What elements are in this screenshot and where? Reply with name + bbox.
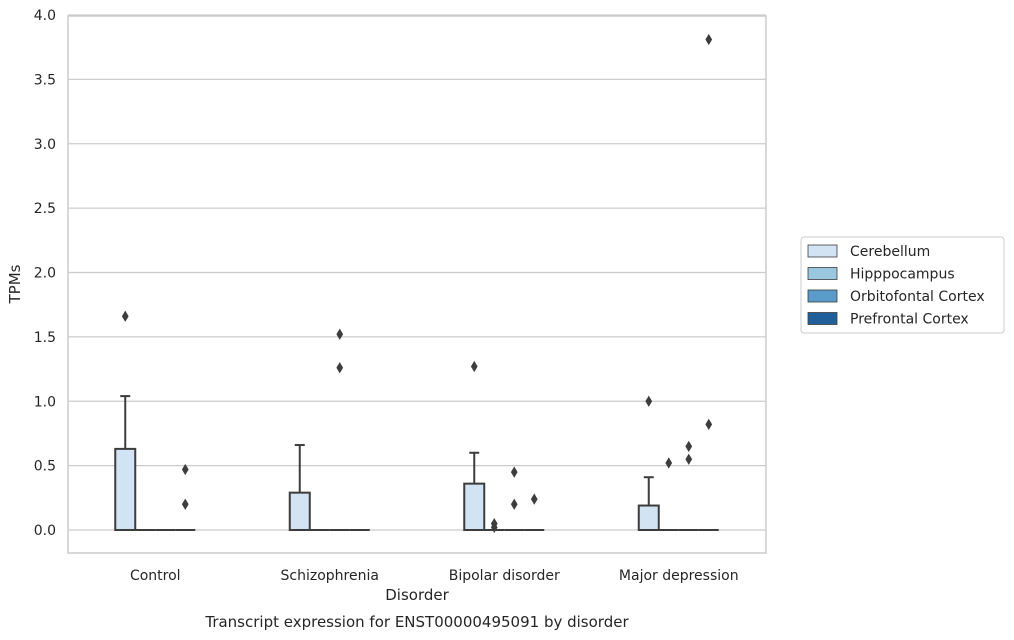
box-hipppocampus [658,457,679,531]
plot-frame [67,15,767,554]
y-tick-labels: 0.0 0.5 1.0 1.5 2.0 2.5 3.0 3.5 4.0 [34,8,56,539]
box-cerebellum [114,310,137,532]
legend-swatch [807,289,838,303]
x-tick-label: Bipolar disorder [449,568,560,584]
y-tick-label: 3.5 [34,72,56,88]
legend-item: Cerebellum [807,244,930,260]
outlier-point [510,466,518,478]
y-tick-label: 2.5 [34,201,56,217]
outlier-point [336,362,344,374]
outlier-point [336,328,344,340]
y-tick-label: 0.0 [34,523,56,539]
outlier-point [510,498,518,510]
x-tick-label: Major depression [619,568,739,584]
legend-item: Orbitofontal Cortex [807,289,985,305]
box-marks [114,33,719,534]
x-axis-label: Disorder [385,586,449,604]
y-tick-label: 1.0 [34,394,56,410]
legend: Cerebellum Hipppocampus Orbitofontal Corte… [800,236,1005,334]
box-cerebellum [637,395,660,532]
legend-item: Prefrontal Cortex [807,312,969,328]
outlier-point [181,498,189,510]
outlier-point [530,493,538,505]
legend-swatch [807,244,838,258]
chart-title: Transcript expression for ENST0000049509… [204,613,629,631]
y-axis-label: TPMs [6,264,24,304]
legend-frame [800,236,1005,334]
outlier-point [705,418,713,431]
box-body [463,482,486,531]
legend-swatch [807,312,838,325]
box-prefrontal-cortex [698,33,719,531]
box-prefrontal-cortex [175,463,196,531]
y-tick-label: 1.5 [34,330,56,346]
x-tick-labels: Control Schizophrenia Bipolar disorder Majo… [130,568,739,584]
y-tick-label: 0.5 [34,459,56,475]
outlier-point [645,395,653,407]
outlier-point [685,453,693,465]
box-hipppocampus [484,517,505,534]
y-tick-label: 2.0 [34,266,56,282]
outlier-point [665,457,673,469]
outlier-point [181,463,189,476]
outlier-point [470,360,478,373]
box-body [637,504,660,532]
legend-swatch [807,267,838,280]
legend-label: Prefrontal Cortex [850,312,969,328]
legend-label: Hipppocampus [850,267,955,283]
legend-item: Hipppocampus [807,267,955,283]
box-body [288,491,311,532]
legend-label: Cerebellum [850,244,930,260]
box-orbitofontal-cortex [329,328,350,531]
x-tick-label: Control [130,568,181,584]
box-orbitofontal-cortex [678,440,699,531]
box-cerebellum [288,444,311,532]
outlier-point [490,521,498,534]
y-tick-label: 3.0 [34,137,56,153]
outlier-point [705,33,713,46]
x-tick-label: Schizophrenia [281,568,379,584]
box-orbitofontal-cortex [504,466,525,531]
legend-label: Orbitofontal Cortex [850,289,985,305]
outlier-point [685,440,693,452]
box-cerebellum [463,360,486,531]
y-tick-label: 4.0 [34,8,56,24]
grid-lines [68,14,766,531]
box-body [114,447,137,532]
box-prefrontal-cortex [524,493,545,531]
outlier-point [121,310,129,322]
